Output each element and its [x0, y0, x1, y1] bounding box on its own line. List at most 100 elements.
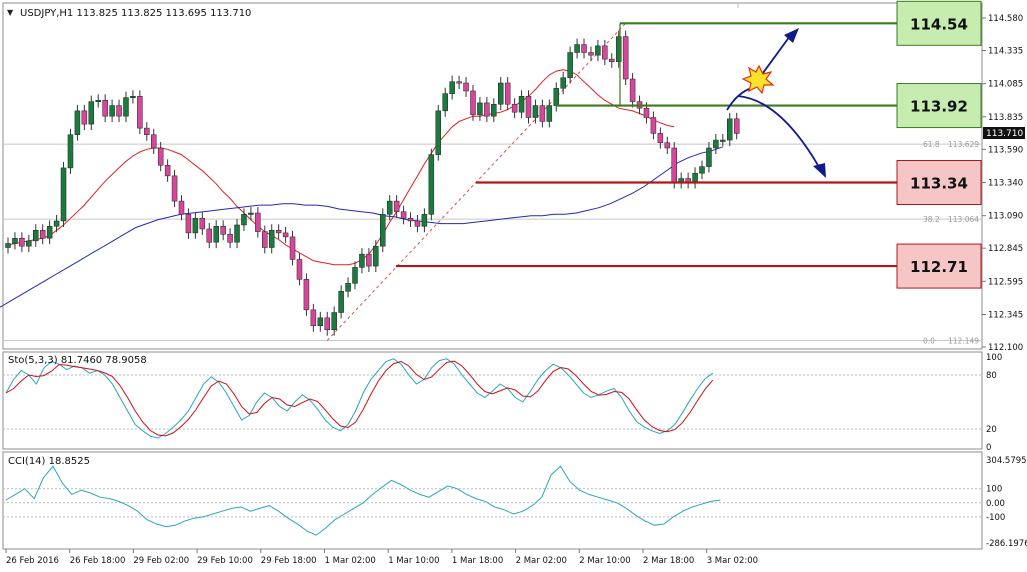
- candle-bearish: [588, 52, 594, 56]
- stochastic-tick-label: 20: [986, 425, 997, 435]
- candle-bullish: [532, 105, 539, 118]
- time-tick-label: 2 Mar 10:00: [579, 556, 630, 566]
- candle-bullish: [574, 44, 580, 53]
- dropdown-arrow-icon[interactable]: ▼: [7, 8, 14, 17]
- candle-bullish: [449, 81, 455, 94]
- candle-bearish: [602, 45, 608, 60]
- time-tick-label: 29 Feb 02:00: [133, 556, 189, 566]
- support-level-box: [896, 243, 982, 289]
- candle-bearish: [150, 134, 157, 149]
- candle-bearish: [650, 117, 657, 134]
- candle-bullish: [123, 97, 129, 117]
- candle-bullish: [699, 166, 705, 174]
- candles: [5, 30, 740, 336]
- time-tick-label: 1 Mar 02:00: [325, 556, 376, 566]
- candle-bullish: [428, 154, 435, 215]
- candle-bearish: [609, 58, 615, 63]
- candle-bearish: [310, 309, 317, 327]
- cci-tick-label: 304.5795: [986, 456, 1027, 466]
- candle-bullish: [615, 36, 622, 63]
- support-level-label: 112.71: [910, 258, 968, 276]
- candle-bearish: [671, 147, 677, 183]
- arrow-head-up: [784, 28, 799, 43]
- projection-arrows: [726, 28, 826, 178]
- candle-bullish: [491, 103, 497, 117]
- support-level-label: 113.34: [910, 175, 968, 193]
- candle-bullish: [317, 317, 324, 327]
- price-tick-label: 113.090: [988, 212, 1023, 222]
- ma-slow-line: [0, 146, 724, 308]
- candle-bullish: [109, 105, 115, 117]
- candle-bullish: [46, 226, 53, 239]
- stochastic-tick-label: 0: [986, 443, 991, 453]
- candle-bullish: [497, 82, 504, 105]
- candle-bearish: [144, 127, 150, 135]
- ma-fast-line: [7, 69, 675, 266]
- time-tick-label: 26 Feb 18:00: [70, 556, 126, 566]
- candle-bullish: [373, 245, 379, 267]
- candle-bearish: [275, 230, 282, 234]
- candle-bearish: [178, 200, 185, 215]
- candle-bearish: [296, 259, 303, 280]
- candle-bullish: [234, 224, 240, 243]
- current-price-tag: [983, 127, 1025, 139]
- stochastic-header: Sto(5,3,3) 81.7460 78.9058: [8, 355, 147, 366]
- price-tick-label: 112.345: [988, 310, 1023, 320]
- fibonacci-ratio-label: 38.2: [923, 215, 940, 224]
- price-tick-label: 112.595: [988, 277, 1023, 287]
- candle-bullish: [95, 100, 101, 102]
- arrow-head-down: [813, 163, 826, 178]
- candle-bullish: [192, 218, 199, 234]
- candle-bearish: [393, 200, 400, 212]
- cci-tick-label: -100: [986, 513, 1005, 523]
- candle-bearish: [470, 90, 476, 116]
- candle-bearish: [19, 237, 25, 247]
- fibonacci-ratio-label: 0.0: [923, 336, 935, 345]
- candle-bearish: [262, 231, 268, 248]
- time-tick-label: 29 Feb 18:00: [261, 556, 317, 566]
- candle-bullish: [345, 283, 351, 292]
- candle-bearish: [282, 232, 289, 238]
- candle-bearish: [400, 211, 407, 219]
- candle-bullish: [268, 230, 275, 248]
- candle-bullish: [421, 214, 428, 227]
- candle-bearish: [414, 220, 421, 227]
- cci-indicator: 304.5795 100 0.00 -100 -286.1976: [3, 456, 1027, 549]
- resistance-level-box: [896, 0, 982, 46]
- candle-bearish: [504, 82, 511, 105]
- candle-bearish: [511, 103, 518, 113]
- candle-bullish: [338, 291, 344, 313]
- candle-bullish: [567, 52, 573, 78]
- candle-bullish: [442, 93, 448, 112]
- candle-bearish: [206, 228, 213, 243]
- candle-bearish: [157, 147, 164, 166]
- candle-bearish: [539, 105, 546, 122]
- price-tick-label: 113.835: [988, 113, 1023, 123]
- price-tick-label: 114.335: [988, 47, 1023, 57]
- candle-bearish: [733, 118, 740, 134]
- candle-bearish: [102, 100, 108, 117]
- time-tick-label: 1 Mar 10:00: [388, 556, 439, 566]
- candle-bullish: [380, 214, 386, 247]
- time-tick-label: 29 Feb 10:00: [197, 556, 253, 566]
- candle-bearish: [643, 107, 650, 118]
- candle-bullish: [60, 167, 67, 222]
- current-price-label: 113.710: [986, 129, 1023, 139]
- fibonacci-value-label: 113.629: [948, 140, 979, 149]
- candle-bearish: [581, 44, 587, 53]
- cci-tick-label: 100: [986, 485, 1002, 495]
- stochastic-tick-label: 100: [986, 353, 1002, 363]
- candle-bullish: [241, 214, 247, 226]
- price-tick-label: 114.085: [988, 80, 1023, 90]
- candle-bullish: [720, 139, 726, 142]
- candle-bearish: [220, 226, 226, 235]
- candle-bullish: [352, 267, 358, 284]
- candle-bearish: [137, 96, 143, 129]
- support-level-box: [896, 160, 982, 205]
- cci-tick-label: 0.00: [986, 499, 1005, 509]
- resistance-level-label: 114.54: [910, 15, 968, 33]
- time-tick-label: 3 Mar 02:00: [707, 556, 758, 566]
- resistance-level-label: 113.92: [910, 98, 968, 116]
- price-tick-label: 112.845: [988, 244, 1023, 254]
